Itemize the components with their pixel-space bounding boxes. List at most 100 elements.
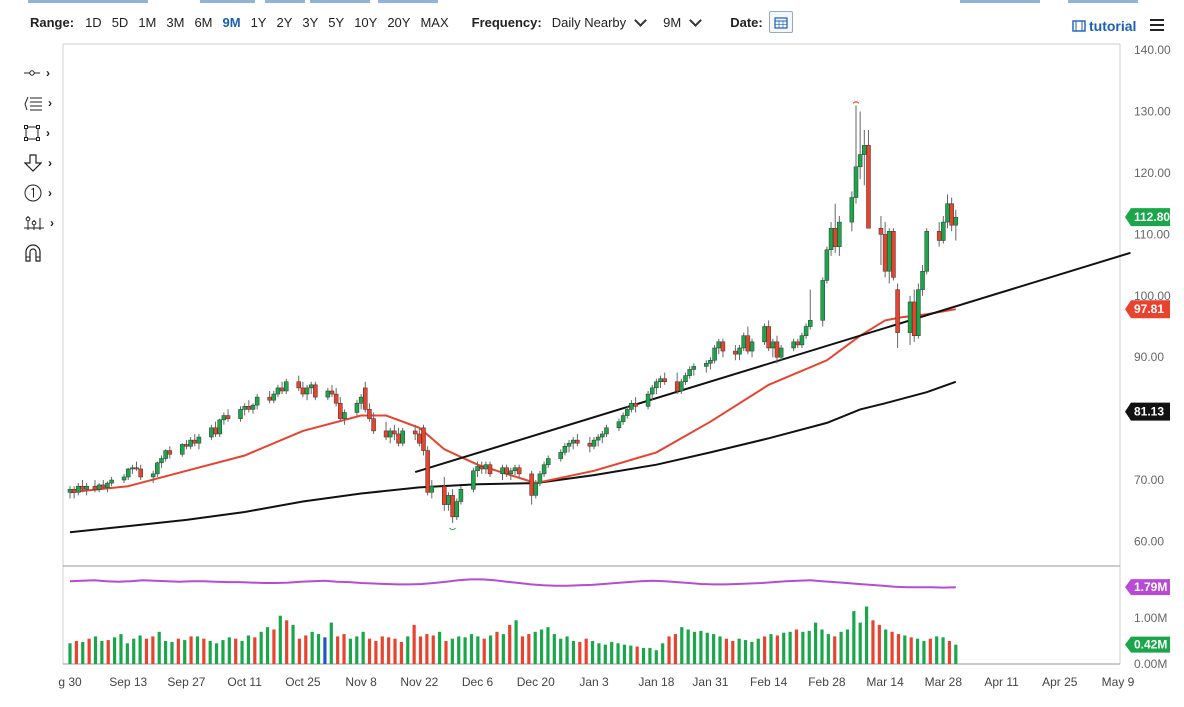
shapes-tool[interactable]: › <box>24 122 60 144</box>
candle-down <box>267 396 272 401</box>
volume-badge <box>1125 579 1170 596</box>
range-button-6m[interactable]: 6M <box>194 14 213 30</box>
volume-bar <box>718 636 722 664</box>
y-tick-label: 110.00 <box>1134 227 1170 241</box>
candle-down <box>333 393 339 404</box>
candle-up <box>649 387 655 395</box>
range-button-5y[interactable]: 5Y <box>328 14 345 30</box>
candle-up <box>512 467 518 472</box>
magnet-tool[interactable] <box>24 242 60 264</box>
volume-bar <box>240 641 244 664</box>
range-button-3m[interactable]: 3M <box>166 14 185 30</box>
range-button-1d[interactable]: 1D <box>85 14 102 30</box>
top-tab-stub[interactable] <box>378 0 438 3</box>
candle-up <box>508 470 514 475</box>
tutorial-link[interactable]: tutorial <box>1072 18 1136 34</box>
volume-bar <box>915 638 920 664</box>
volume-bar <box>699 630 703 664</box>
volume-bar <box>138 635 142 664</box>
range-button-1m[interactable]: 1M <box>138 14 157 30</box>
volume-bar <box>132 638 136 664</box>
calendar-button[interactable] <box>768 11 793 33</box>
range-button-2y[interactable]: 2Y <box>276 14 293 30</box>
candle-down <box>878 227 884 235</box>
arrow-tool[interactable]: › <box>24 152 60 174</box>
volume-bar <box>144 638 149 664</box>
range-toolbar: Range: 1D 5D 1M 3M 6M 9M 1Y 2Y 3Y 5Y 10Y 20Y MAX Fre… <box>0 0 1184 44</box>
top-tab-stub[interactable] <box>310 0 370 3</box>
measure-tool[interactable]: › <box>24 212 60 234</box>
volume-bar <box>418 636 423 664</box>
range-button-3y[interactable]: 3Y <box>302 14 319 30</box>
numbered-marker-tool[interactable]: › <box>24 182 60 204</box>
volume-bar <box>884 629 888 664</box>
x-tick-label: Jan 18 <box>638 675 674 689</box>
candle-down <box>487 464 493 475</box>
volume-bar <box>820 629 824 664</box>
candle-down <box>882 234 888 272</box>
volume-bar <box>469 634 474 664</box>
range-button-1y[interactable]: 1Y <box>250 14 267 30</box>
volume-bar <box>367 638 372 664</box>
volume-bar <box>794 629 799 664</box>
x-tick-label: Apr 11 <box>984 675 1019 689</box>
volume-bar <box>234 638 238 664</box>
range-button-9m[interactable]: 9M <box>222 14 241 30</box>
volume-bar <box>316 634 321 664</box>
candle-up <box>778 347 784 358</box>
range-button-20y[interactable]: 20Y <box>387 14 411 30</box>
volume-bar <box>814 622 818 664</box>
candle-up <box>308 384 314 389</box>
extreme-marker <box>449 527 456 531</box>
volume-bar <box>852 611 856 664</box>
y-tick-label: 120.00 <box>1134 166 1171 180</box>
candle-down <box>417 433 422 444</box>
candle-up <box>824 249 830 281</box>
volume-bar <box>246 635 251 664</box>
candle-up <box>275 387 281 395</box>
candle-up <box>155 462 160 475</box>
period-select[interactable]: 9M <box>663 13 710 30</box>
extreme-marker <box>852 101 860 104</box>
hamburger-menu-icon[interactable] <box>1150 16 1164 34</box>
top-tab-stub[interactable] <box>200 0 255 3</box>
range-button-max[interactable]: MAX <box>420 14 449 30</box>
candle-up <box>400 430 405 444</box>
candle-up <box>945 203 950 223</box>
volume-bar <box>667 636 671 664</box>
frequency-select[interactable]: Daily Nearby <box>552 13 655 30</box>
candle-down <box>134 467 139 470</box>
x-tick-label: Dec 20 <box>517 675 555 689</box>
volume-bar <box>692 631 697 664</box>
volume-bar <box>329 622 333 664</box>
range-button-10y[interactable]: 10Y <box>354 14 378 30</box>
volume-bar <box>214 643 219 664</box>
candle-up <box>799 335 805 346</box>
tutorial-label: tutorial <box>1089 18 1137 34</box>
candle-down <box>450 495 455 518</box>
x-tick-label: Sep 13 <box>109 675 147 689</box>
candle-down <box>832 227 838 247</box>
draw-lines-tool[interactable]: › <box>24 92 60 114</box>
volume-bar <box>597 643 601 664</box>
volume-bar <box>87 638 91 664</box>
candle-up <box>387 430 393 438</box>
candle-up <box>566 442 572 447</box>
candle-up <box>533 482 539 496</box>
volume-bar <box>578 641 582 664</box>
candle-up <box>857 154 863 168</box>
price-badge <box>1125 208 1170 227</box>
range-button-5d[interactable]: 5D <box>111 14 129 30</box>
crosshair-tool[interactable]: › <box>24 62 60 84</box>
top-tab-stub[interactable] <box>960 0 1040 3</box>
volume-bar <box>380 636 384 664</box>
top-tab-stub[interactable] <box>265 0 305 3</box>
volume-bar <box>928 638 932 664</box>
top-tab-stub[interactable] <box>28 0 148 3</box>
volume-bar <box>941 637 945 664</box>
volume-bar <box>903 635 907 664</box>
candle-up <box>209 427 214 438</box>
x-tick-label: Dec 6 <box>462 675 494 689</box>
top-tab-stub[interactable] <box>1068 0 1138 3</box>
